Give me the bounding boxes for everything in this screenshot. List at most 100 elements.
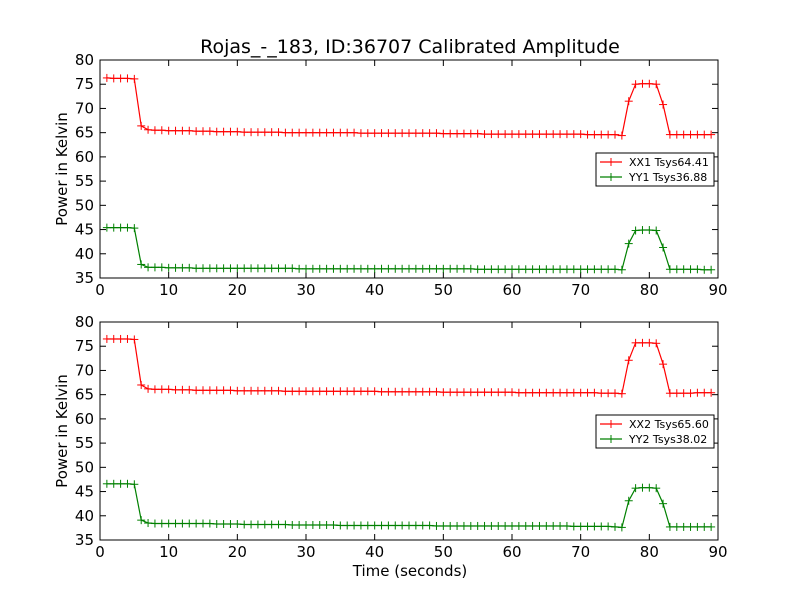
data-point (494, 265, 503, 274)
data-point (267, 264, 276, 273)
data-point (260, 128, 269, 137)
data-point (199, 264, 207, 273)
data-point (569, 522, 578, 531)
data-point (164, 519, 173, 528)
x-tick-label: 40 (365, 281, 384, 299)
data-point (267, 128, 276, 137)
x-tick-label: 10 (159, 543, 178, 561)
data-point (645, 79, 654, 88)
data-point (501, 521, 510, 530)
data-point (171, 519, 180, 528)
data-point (109, 74, 118, 83)
data-point (638, 338, 647, 347)
data-point (192, 519, 201, 528)
data-point (473, 129, 482, 138)
data-point (102, 223, 111, 232)
y-tick-label: 70 (75, 99, 94, 117)
data-point (693, 522, 702, 531)
data-point (116, 334, 125, 343)
data-point (590, 388, 599, 397)
data-point (356, 129, 365, 138)
data-point (370, 387, 379, 396)
data-point (322, 128, 331, 137)
data-point (295, 520, 304, 529)
legend-entry: XX1 Tsys64.41 (600, 156, 709, 169)
data-point (240, 128, 249, 137)
data-point (446, 521, 455, 530)
data-point (432, 264, 441, 273)
data-point (679, 389, 688, 398)
data-point (432, 129, 441, 138)
data-point (302, 520, 310, 529)
data-point (631, 484, 640, 493)
data-point (315, 387, 324, 396)
data-point (144, 519, 153, 528)
data-point (212, 520, 221, 529)
data-point (308, 520, 317, 529)
data-point (164, 385, 173, 394)
data-point (432, 521, 441, 530)
data-point (590, 522, 599, 531)
data-point (363, 264, 372, 273)
data-point (377, 264, 386, 273)
legend-label: XX1 Tsys64.41 (629, 156, 709, 169)
data-point (370, 129, 379, 138)
data-point (686, 522, 695, 531)
data-point (542, 265, 551, 274)
data-point (411, 129, 420, 138)
data-point (556, 265, 565, 274)
data-point (638, 226, 647, 235)
data-point (645, 338, 654, 347)
x-tick-label: 90 (708, 543, 727, 561)
data-point (418, 129, 427, 138)
data-point (288, 387, 297, 396)
data-point (226, 264, 235, 273)
data-point (171, 126, 180, 135)
data-point (473, 521, 482, 530)
data-point (363, 521, 372, 530)
x-tick-label: 80 (640, 281, 659, 299)
data-point (652, 80, 661, 89)
data-point (343, 264, 352, 273)
data-point (377, 129, 386, 138)
data-point (631, 80, 640, 89)
x-tick-label: 90 (708, 281, 727, 299)
data-point (508, 521, 516, 530)
data-point (205, 264, 214, 273)
data-point (590, 130, 599, 139)
legend-label: XX2 Tsys65.60 (629, 418, 709, 431)
data-point (514, 521, 523, 530)
legend-entry: YY2 Tsys38.02 (600, 433, 707, 446)
data-point (343, 128, 352, 137)
data-point (253, 520, 262, 529)
data-point (686, 389, 695, 398)
data-point (679, 265, 688, 274)
y-tick-label: 45 (75, 221, 94, 239)
data-point (466, 129, 475, 138)
data-point (144, 384, 153, 393)
data-point (288, 128, 297, 137)
data-point (562, 388, 571, 397)
data-point (343, 387, 352, 396)
data-point (192, 264, 201, 273)
data-point (453, 129, 462, 138)
data-point (501, 265, 510, 274)
legend: XX2 Tsys65.60 YY2 Tsys38.02 (595, 414, 715, 449)
data-point (267, 520, 276, 529)
data-point (604, 522, 613, 531)
data-point (109, 479, 118, 488)
data-point (391, 521, 400, 530)
x-tick-label: 20 (228, 543, 247, 561)
data-point (260, 386, 269, 395)
x-tick-label: 30 (296, 543, 315, 561)
data-point (219, 264, 228, 273)
data-point (418, 521, 427, 530)
data-point (652, 226, 661, 235)
data-point (384, 129, 393, 138)
data-point (528, 388, 537, 397)
data-point (109, 334, 118, 343)
data-point (123, 223, 132, 232)
data-point (336, 264, 345, 273)
data-point (679, 522, 688, 531)
